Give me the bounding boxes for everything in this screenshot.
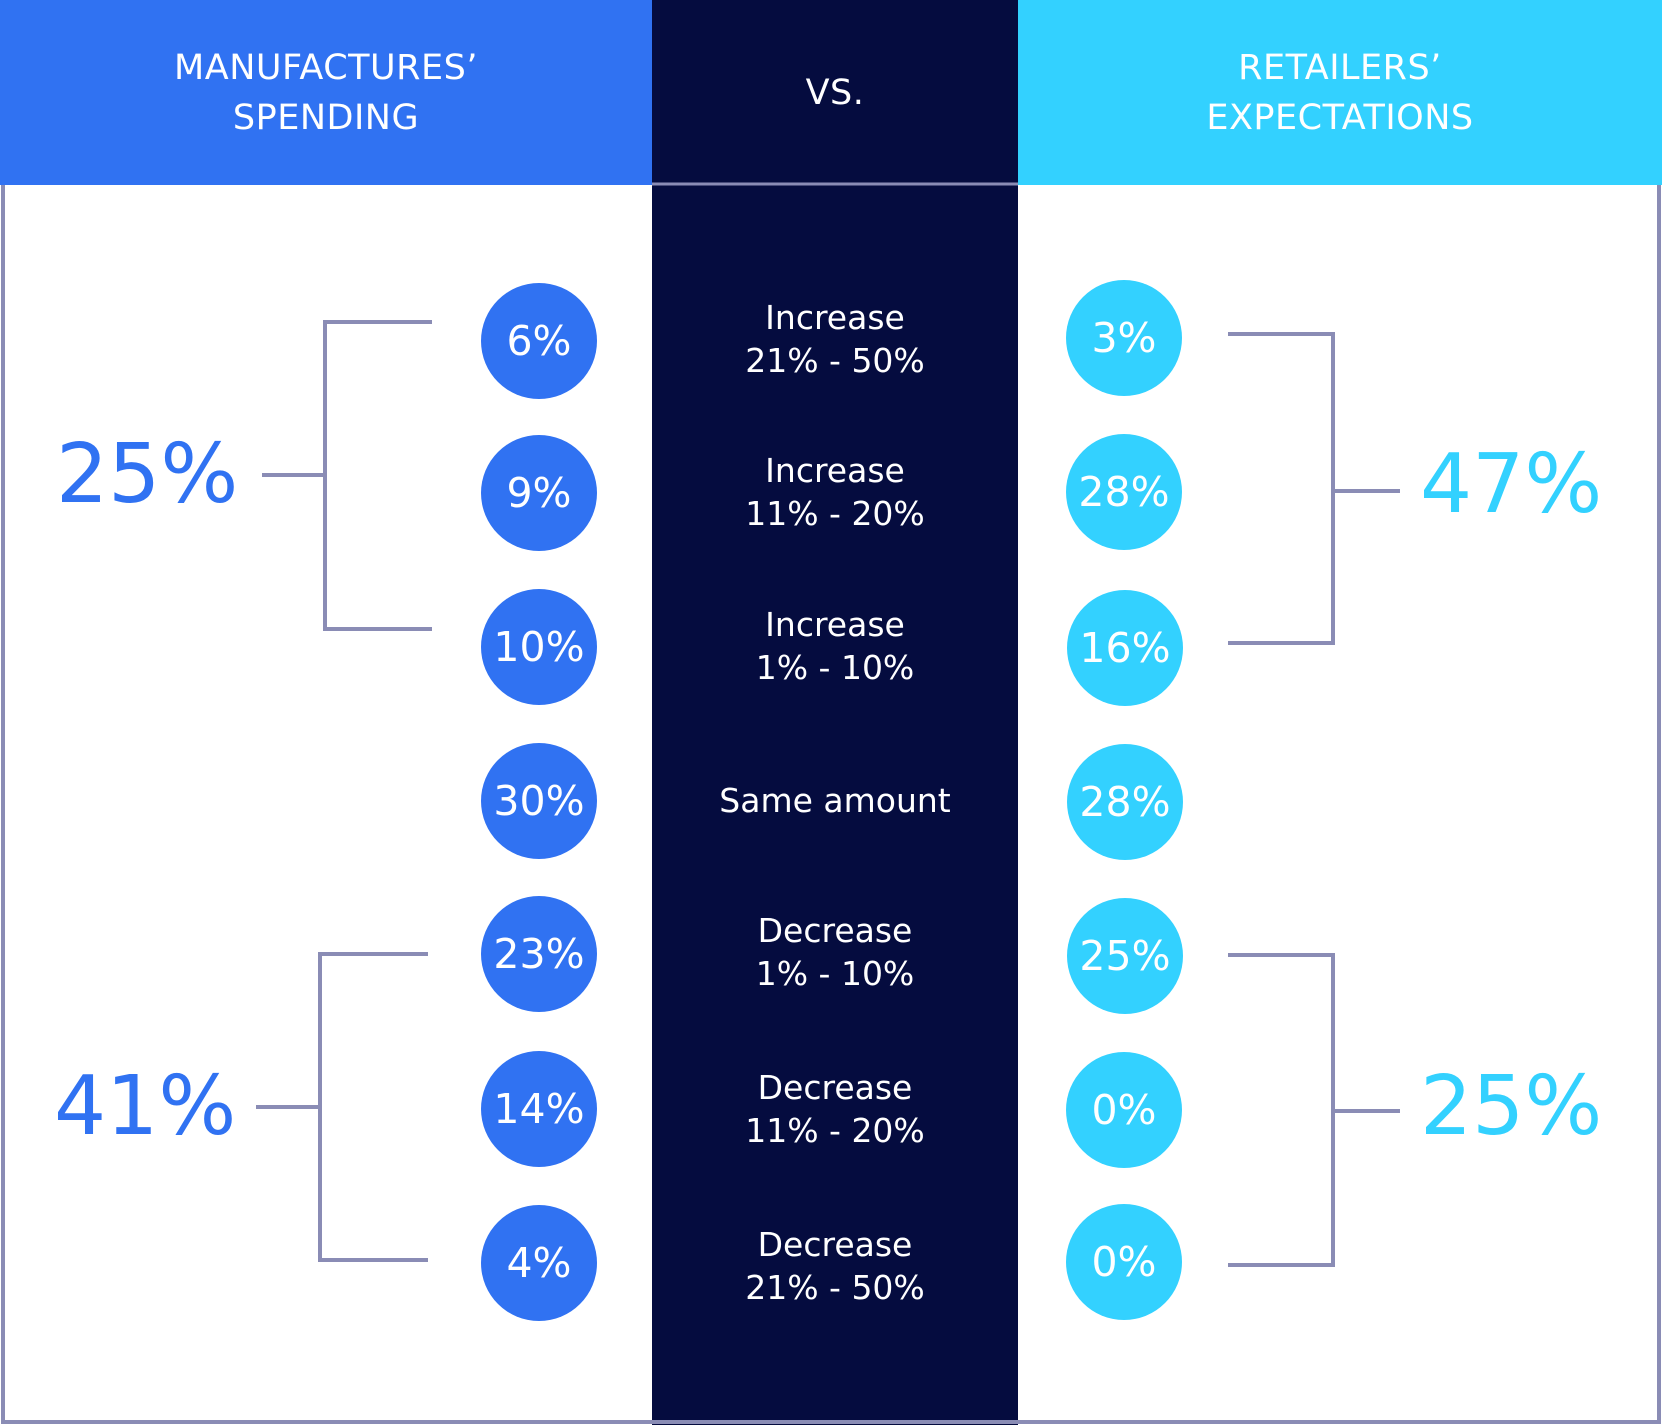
header-retailers: RETAILERS’ EXPECTATIONS [1018, 0, 1662, 185]
outer-border [1, 185, 1661, 1424]
header-vs: VS. [652, 0, 1018, 185]
header-right-band [1018, 0, 1662, 185]
retailers-value-bubble: 25% [1067, 898, 1183, 1014]
row-label-line2: 21% - 50% [745, 1268, 925, 1307]
retailers-increase-total: 47% [1420, 437, 1603, 532]
header-retailers-line1: RETAILERS’ [1238, 47, 1442, 88]
row-label-line2: 1% - 10% [755, 954, 915, 993]
row-label-line1: Decrease [757, 1068, 913, 1107]
row-label: Increase 1% - 10% [652, 603, 1018, 689]
header-left-band [0, 0, 652, 185]
manufacturers-value-bubble: 4% [481, 1205, 597, 1321]
retailers-decrease-total: 25% [1420, 1059, 1603, 1154]
row-label-line1: Increase [765, 605, 905, 644]
center-column [652, 0, 1018, 1425]
row-label-line1: Decrease [757, 1225, 913, 1264]
row-label-line1: Increase [765, 298, 905, 337]
bracket-retailers-decrease [1228, 953, 1335, 1267]
row-label: Decrease 1% - 10% [652, 909, 1018, 995]
manufacturers-value-bubble: 14% [481, 1051, 597, 1167]
retailers-value-bubble: 28% [1067, 744, 1183, 860]
row-label: Decrease 11% - 20% [652, 1066, 1018, 1152]
header-manufacturers: MANUFACTURES’ SPENDING [0, 0, 652, 185]
row-label-line2: 1% - 10% [755, 648, 915, 687]
manufacturers-increase-total: 25% [56, 427, 239, 522]
row-label: Increase 21% - 50% [652, 296, 1018, 382]
retailers-value-bubble: 0% [1066, 1052, 1182, 1168]
manufacturers-value-bubble: 30% [481, 743, 597, 859]
bracket-manufacturers-increase [323, 320, 432, 631]
row-label-line1: Decrease [757, 911, 913, 950]
manufacturers-value-bubble: 23% [481, 896, 597, 1012]
manufacturers-value-bubble: 10% [481, 589, 597, 705]
bracket-manufacturers-decrease [318, 952, 428, 1262]
manufacturers-decrease-total: 41% [54, 1059, 237, 1154]
header-retailers-line2: EXPECTATIONS [1206, 97, 1474, 138]
row-label: Decrease 21% - 50% [652, 1223, 1018, 1309]
row-label-line2: 11% - 20% [745, 494, 925, 533]
header-manufacturers-line1: MANUFACTURES’ [174, 47, 478, 88]
retailers-value-bubble: 3% [1066, 280, 1182, 396]
header-vs-label: VS. [805, 72, 865, 113]
bracket-retailers-increase [1228, 332, 1335, 645]
retailers-value-bubble: 0% [1066, 1204, 1182, 1320]
retailers-value-bubble: 16% [1067, 590, 1183, 706]
row-label-line1: Increase [765, 451, 905, 490]
row-label-line2: 21% - 50% [745, 341, 925, 380]
row-label: Increase 11% - 20% [652, 449, 1018, 535]
header-manufacturers-line2: SPENDING [232, 97, 420, 138]
row-label-line1: Same amount [719, 781, 951, 820]
row-label-line2: 11% - 20% [745, 1111, 925, 1150]
row-label: Same amount [652, 779, 1018, 822]
retailers-value-bubble: 28% [1066, 434, 1182, 550]
manufacturers-value-bubble: 9% [481, 435, 597, 551]
manufacturers-value-bubble: 6% [481, 283, 597, 399]
